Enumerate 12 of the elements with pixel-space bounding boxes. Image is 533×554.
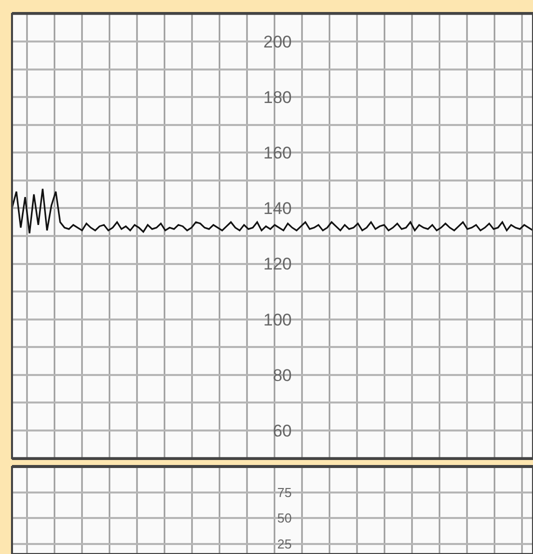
y-tick-label: 60 [272,421,292,440]
y-tick-label: 50 [277,510,292,526]
y-tick-label: 200 [263,32,292,52]
y-tick-label: 75 [277,485,292,500]
y-tick-label: 140 [263,199,292,218]
y-tick-label: 25 [277,536,292,552]
y-tick-label: 160 [263,144,292,163]
y-tick-label: 80 [272,366,292,385]
y-tick-label: 100 [263,310,292,330]
line-series [12,188,533,234]
y-tick-label: 120 [263,254,292,274]
y-tick-label: 180 [263,88,292,108]
